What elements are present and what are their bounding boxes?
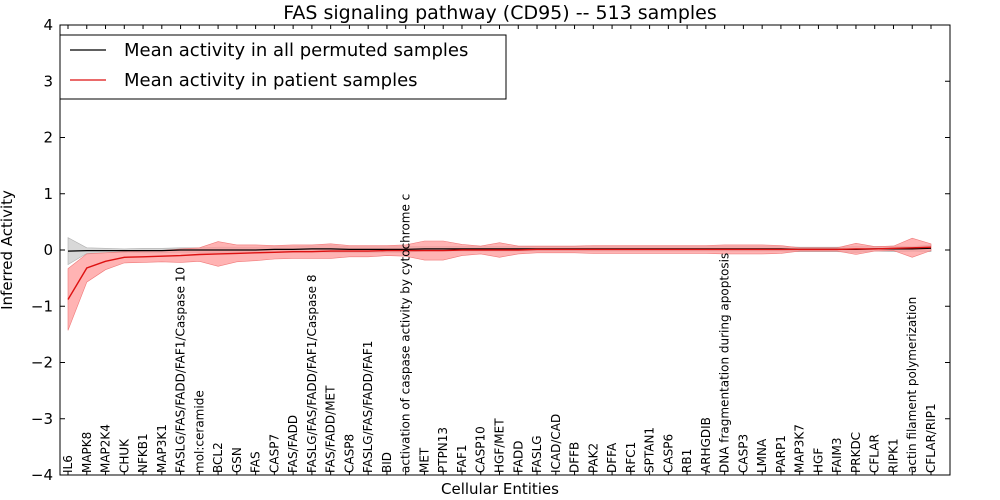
y-tick-label: 3 (43, 72, 53, 90)
chart-title: FAS signaling pathway (CD95) -- 513 samp… (283, 2, 717, 24)
x-tick-label: IL6 (61, 455, 75, 473)
plot-frame (59, 24, 951, 476)
x-tick-label: CHUK (117, 438, 131, 473)
x-tick-label: CASP7 (267, 434, 281, 473)
x-tick-label: CASP6 (661, 434, 675, 473)
x-tick-label: RIPK1 (887, 438, 901, 473)
x-tick-label: ARHGDIB (699, 417, 713, 473)
y-tick-label: 0 (43, 241, 53, 259)
y-tick-label: 1 (43, 185, 53, 203)
x-tick-label: FASLG (530, 435, 544, 473)
x-tick-label: mol:ceramide (192, 390, 206, 473)
confidence-bands (67, 237, 932, 331)
x-tick-label: FASLG/FAS/FADD/FAF1/Caspase 10 (174, 267, 188, 473)
y-axis-label: Inferred Activity (0, 190, 16, 310)
x-tick-label: MET (418, 447, 432, 473)
legend-box (59, 34, 507, 100)
x-tick-label: FAS/FADD/MET (324, 385, 338, 473)
y-tick-label: 2 (43, 129, 53, 147)
band-patient (67, 237, 932, 331)
x-tick-label: PARP1 (774, 435, 788, 473)
legend-label-patient: Mean activity in patient samples (124, 70, 418, 91)
series-lines (67, 246, 932, 300)
y-tick-label: −2 (31, 354, 53, 372)
x-tick-label: CFLAR (868, 434, 882, 473)
x-tick-label: RB1 (680, 449, 694, 473)
y-tick-label: −1 (31, 297, 53, 315)
x-axis-label: Cellular Entities (441, 480, 559, 498)
x-tick-label: PTPN13 (436, 427, 450, 473)
x-tick-label: SPTAN1 (643, 427, 657, 473)
x-tick-label: NFKB1 (136, 433, 150, 473)
x-tick-label: HGF/MET (493, 418, 507, 473)
x-tick-label: actin filament polymerization (905, 297, 919, 473)
x-tick-label: FAF1 (455, 444, 469, 473)
x-tick-label: FASLG/FAS/FADD/FAF1 (361, 341, 375, 473)
x-tick-label: FASLG/FAS/FADD/FAF1/Caspase 8 (305, 275, 319, 474)
x-ticks: IL6 MAPK8 MAP2K4 CHUK NFKB1 MAP3K1 FASLG/FAS/F… (61, 25, 938, 475)
x-tick-label: FADD (511, 441, 525, 474)
y-tick-label: −4 (31, 466, 53, 484)
x-tick-label: DNA fragmentation during apoptosis (718, 253, 732, 473)
x-tick-label: FAS/FADD (286, 415, 300, 473)
x-tick-label: BID (380, 452, 394, 473)
legend-label-permuted: Mean activity in all permuted samples (124, 40, 468, 61)
x-tick-label: CASP10 (474, 426, 488, 473)
x-tick-label: HGF (811, 448, 825, 473)
x-tick-label: MAP3K7 (793, 424, 807, 473)
legend: Mean activity in all permuted samples Me… (59, 34, 507, 100)
y-ticks: −4 −3 −2 −1 0 1 2 3 4 (31, 16, 950, 484)
y-tick-label: 4 (43, 16, 53, 34)
x-tick-label: MAP3K1 (155, 424, 169, 473)
x-tick-label: CFLAR/RIP1 (924, 403, 938, 473)
x-tick-label: LMNA (755, 438, 769, 473)
x-tick-label: MAP2K4 (99, 424, 113, 473)
x-tick-label: DFFA (605, 442, 619, 473)
x-tick-label: RFC1 (624, 442, 638, 473)
x-tick-label: BCL2 (211, 442, 225, 473)
x-tick-label: activation of caspase activity by cytoch… (399, 194, 413, 473)
x-tick-label: FAIM3 (830, 437, 844, 473)
x-tick-label: PRKDC (849, 432, 863, 473)
x-tick-label: CASP8 (342, 434, 356, 473)
x-tick-label: CASP3 (736, 434, 750, 473)
x-tick-label: FAS (249, 451, 263, 473)
x-tick-label: ICAD/CAD (549, 414, 563, 473)
x-tick-label: PAK2 (586, 443, 600, 473)
x-tick-label: MAPK8 (80, 432, 94, 473)
y-tick-label: −3 (31, 410, 53, 428)
line-patient (67, 246, 932, 300)
x-tick-label: DFFB (568, 442, 582, 473)
x-tick-label: GSN (230, 447, 244, 473)
